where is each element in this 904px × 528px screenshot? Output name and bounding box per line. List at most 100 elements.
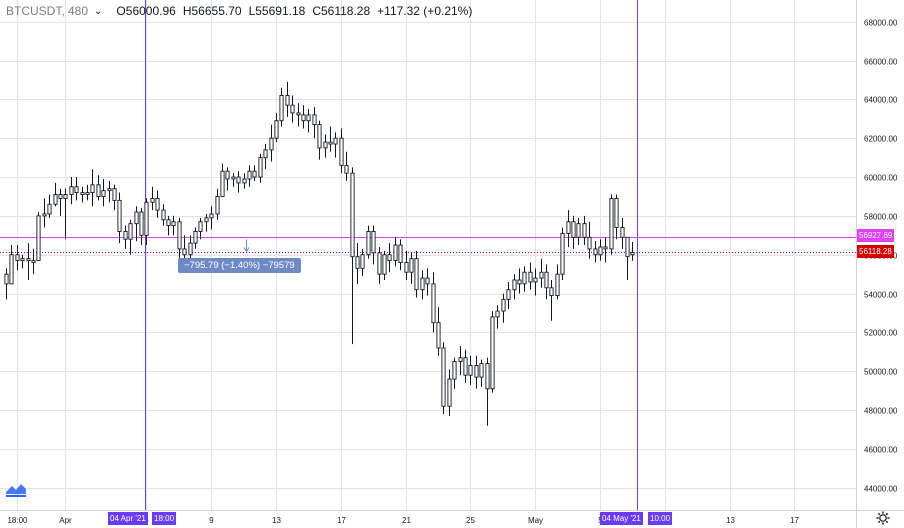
- candle-body: [614, 197, 619, 229]
- candle-body: [20, 258, 25, 262]
- low-label: L: [248, 4, 256, 18]
- candle-body: [155, 197, 160, 211]
- open-value: 56000.96: [125, 4, 176, 18]
- tradingview-logo-icon[interactable]: [4, 478, 28, 500]
- magenta-price-tag: 56927.69: [857, 229, 895, 242]
- y-tick-label: 46000.00: [864, 446, 898, 455]
- candle-body: [533, 277, 538, 283]
- symbol-legend: BTCUSDT, 480 ⌄ O 56000.96 H 56655.70 L 5…: [6, 4, 479, 18]
- candle-body: [366, 230, 371, 256]
- candle-body: [177, 221, 182, 250]
- chevron-down-icon[interactable]: ⌄: [94, 5, 103, 17]
- candle-body: [371, 230, 376, 254]
- y-tick-label: 66000.00: [864, 58, 898, 67]
- candle-body: [576, 223, 581, 238]
- candle-body: [53, 194, 58, 205]
- candle-body: [96, 184, 101, 197]
- candle-body: [188, 242, 193, 256]
- candle-body: [26, 258, 31, 262]
- candle-body: [539, 271, 544, 279]
- x-tick-label: 13: [272, 516, 281, 525]
- high-label: H: [182, 4, 192, 18]
- candle-body: [490, 316, 495, 390]
- candle-body: [501, 298, 506, 312]
- candle-body: [350, 172, 355, 258]
- candle-body: [80, 192, 85, 195]
- measure-label: −795.79 (−1.40%) −79579: [178, 258, 301, 273]
- candle-body: [58, 194, 63, 199]
- candle-body: [587, 236, 592, 250]
- candle-body: [609, 197, 614, 250]
- candle-body: [36, 215, 41, 262]
- candle-body: [144, 201, 149, 236]
- candle-body: [134, 211, 139, 225]
- candle-body: [571, 221, 576, 238]
- candle-body: [344, 164, 349, 174]
- candle-body: [468, 365, 473, 376]
- candle-body: [360, 254, 365, 269]
- candle-body: [269, 137, 274, 151]
- candle-body: [296, 112, 301, 116]
- y-tick-label: 64000.00: [864, 96, 898, 105]
- candle-body: [414, 258, 419, 291]
- y-tick-label: 44000.00: [864, 485, 898, 494]
- candle-body: [128, 223, 133, 240]
- x-tick-label: 21: [402, 516, 411, 525]
- candle-body: [150, 197, 155, 203]
- close-label: C: [312, 4, 321, 18]
- candle-body: [441, 347, 446, 407]
- candle-body: [630, 252, 635, 256]
- candle-body: [404, 262, 409, 273]
- candle-body: [4, 273, 9, 285]
- candle-body: [463, 357, 468, 376]
- candle-body: [323, 141, 328, 149]
- candle-body: [312, 114, 317, 126]
- x-tick-label: 25: [466, 516, 475, 525]
- candle-body: [625, 236, 630, 258]
- high-value: 56655.70: [191, 4, 242, 18]
- candle-body: [306, 114, 311, 122]
- candle-body: [458, 357, 463, 363]
- x-tick-label: May: [528, 516, 543, 525]
- candle-body: [479, 363, 484, 378]
- candle-body: [215, 196, 220, 215]
- settings-gear-icon[interactable]: [876, 511, 890, 525]
- candle-body: [231, 176, 236, 180]
- time-tag-right-date: 04 May '21: [600, 512, 643, 525]
- time-tag-right-time: 10:00: [648, 512, 673, 525]
- candle-body: [242, 178, 247, 184]
- change-value: +117.32 (+0.21%): [377, 4, 473, 18]
- candle-body: [495, 310, 500, 318]
- low-value: 55691.18: [255, 4, 306, 18]
- candle-body: [166, 219, 171, 227]
- candle-body: [90, 184, 95, 194]
- y-tick-label: 54000.00: [864, 291, 898, 300]
- candle-body: [69, 186, 74, 195]
- y-tick-label: 52000.00: [864, 329, 898, 338]
- candle-body: [236, 176, 241, 184]
- x-tick-label: 17: [790, 516, 799, 525]
- candle-body: [339, 137, 344, 166]
- candle-body: [171, 221, 176, 227]
- candle-body: [220, 170, 225, 197]
- candle-body: [193, 230, 198, 244]
- candle-body: [512, 279, 517, 291]
- candle-body: [517, 279, 522, 285]
- candle-body: [447, 378, 452, 407]
- candle-body: [377, 252, 382, 275]
- candle-body: [301, 114, 306, 122]
- candle-body: [333, 137, 338, 145]
- candle-body: [63, 194, 68, 199]
- symbol-label[interactable]: BTCUSDT, 480: [6, 4, 89, 18]
- candle-body: [398, 244, 403, 263]
- candle-body: [74, 186, 79, 194]
- candle-body: [85, 192, 90, 195]
- y-tick-label: 58000.00: [864, 213, 898, 222]
- candle-body: [420, 277, 425, 291]
- candle-body: [317, 124, 322, 149]
- candle-body: [198, 221, 203, 232]
- candle-body: [393, 244, 398, 262]
- candle-body: [31, 260, 36, 263]
